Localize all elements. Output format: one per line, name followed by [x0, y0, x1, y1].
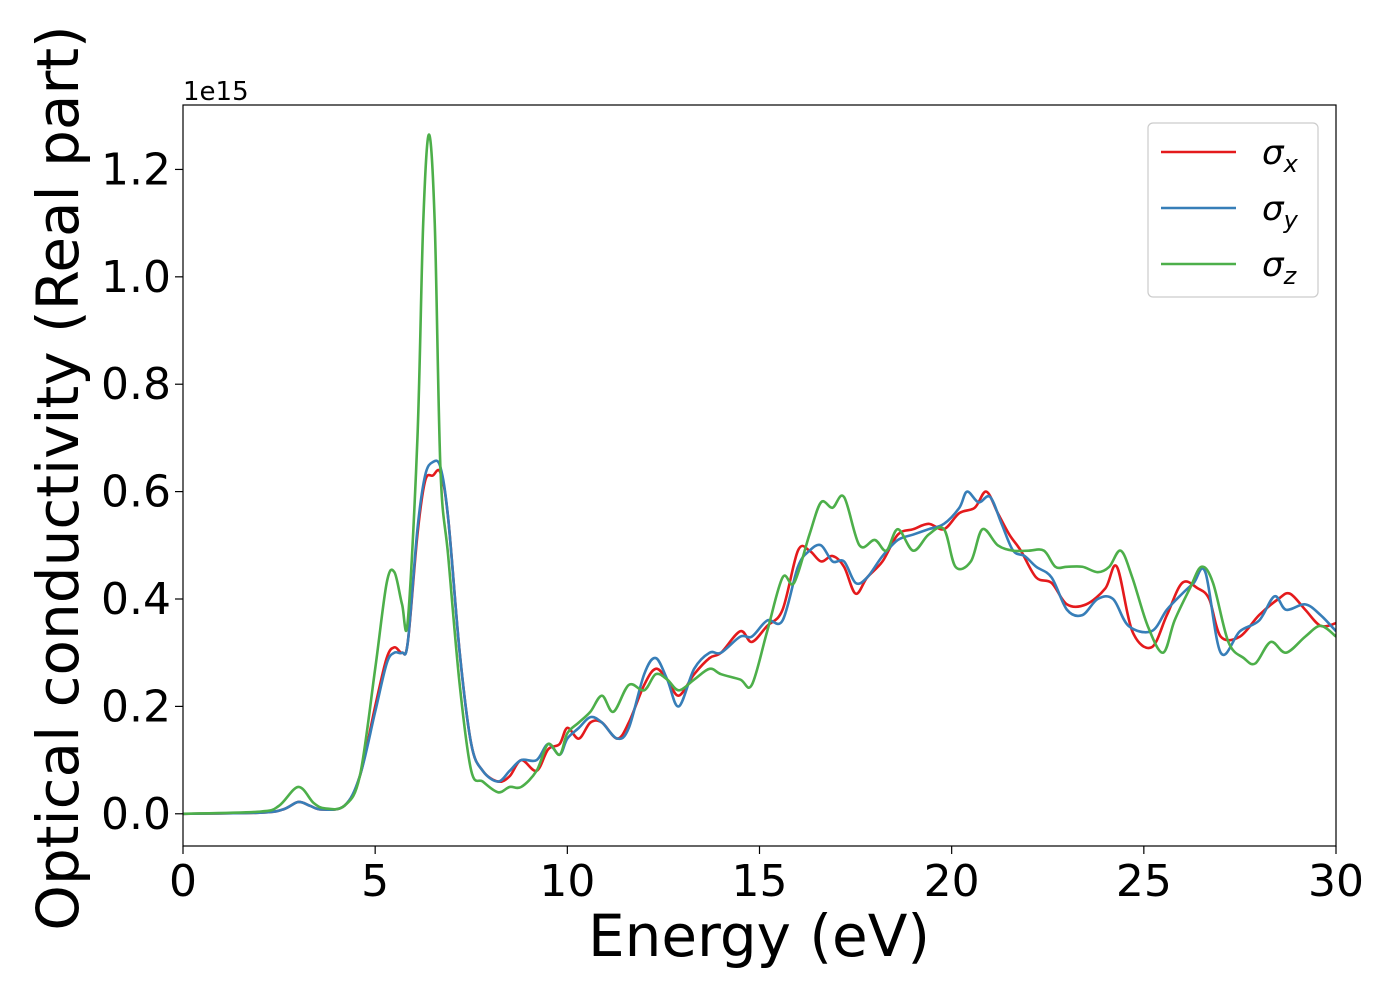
x-tick-label: 20 — [924, 856, 980, 907]
x-tick-label: 25 — [1116, 856, 1172, 907]
x-tick-label: 0 — [169, 856, 197, 907]
legend-label-base: σ — [1262, 245, 1285, 285]
legend-label-subscript: y — [1283, 206, 1299, 234]
y-tick-label: 0.0 — [101, 789, 171, 840]
x-tick-label: 15 — [732, 856, 788, 907]
y-tick-label: 0.2 — [101, 681, 171, 732]
series-layer — [183, 133, 1336, 816]
legend-box — [1147, 122, 1319, 298]
legend-label-y: σy — [1262, 189, 1299, 234]
x-axis-ticks: 0 5 10 15 20 25 30 — [169, 846, 1364, 907]
y-tick-label: 1.0 — [101, 252, 171, 303]
series-line-z — [183, 133, 1336, 816]
y-tick-label: 0.6 — [101, 467, 171, 518]
y-offset-label: 1e15 — [183, 77, 249, 107]
series-line-y — [183, 459, 1336, 816]
y-axis-ticks: 0.0 0.2 0.4 0.6 0.8 1.0 1.2 — [101, 144, 183, 840]
y-tick-label: 0.8 — [101, 359, 171, 410]
x-tick-label: 10 — [539, 856, 595, 907]
legend-label-base: σ — [1262, 189, 1285, 229]
legend-label-subscript: z — [1283, 262, 1298, 290]
x-axis-title: Energy (eV) — [588, 902, 930, 970]
y-tick-label: 1.2 — [101, 144, 171, 195]
legend-label-base: σ — [1262, 133, 1285, 173]
legend-label-subscript: x — [1283, 150, 1299, 178]
x-tick-label: 30 — [1308, 856, 1364, 907]
legend-label-x: σx — [1262, 133, 1299, 178]
y-tick-label: 0.4 — [101, 574, 171, 625]
x-tick-label: 5 — [361, 856, 389, 907]
plot-area — [183, 105, 1336, 846]
y-axis-title: Optical conductivity (Real part) — [24, 25, 92, 930]
legend-label-z: σz — [1262, 245, 1298, 290]
